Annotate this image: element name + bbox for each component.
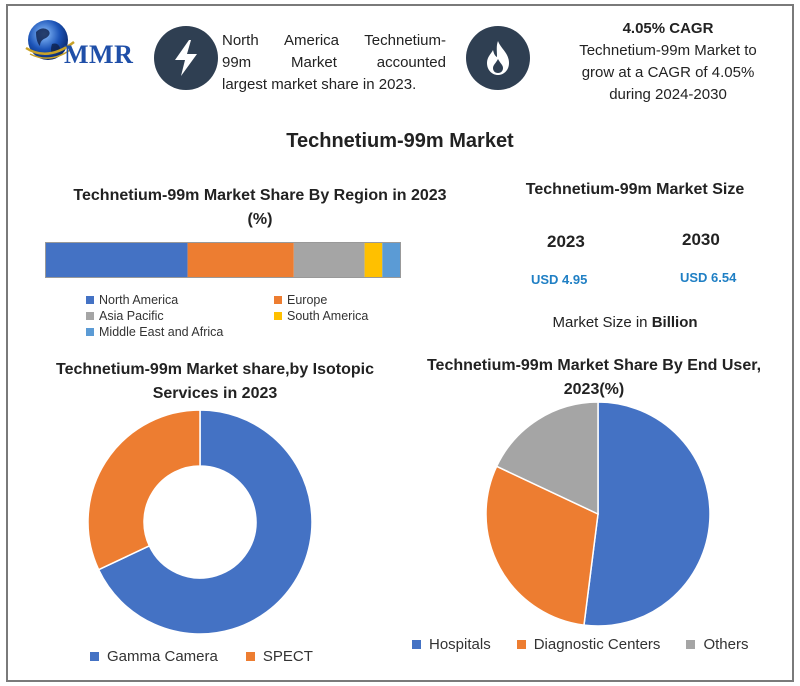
isotopic-chart-title: Technetium-99m Market share,by Isotopic … [55,361,374,402]
region-bar-segment-north-america [46,243,188,277]
region-legend-item-middle-east-and-africa: Middle East and Africa [86,324,223,340]
value-2030: USD 6.54 [680,270,737,285]
fact1-word: 99m [222,54,252,71]
isotopic-slice-spect [87,409,201,571]
fact2-line: grow at a CAGR of 4.05% [581,64,755,81]
globe-icon [25,20,75,60]
isotopic-legend: Gamma Camera SPECT [90,648,313,665]
legend-label: Middle East and Africa [99,325,224,339]
fact1-word: America [283,32,339,49]
year-2023-label: 2023 [547,232,585,251]
legend-label: Asia Pacific [99,309,164,323]
legend-swatch [245,652,255,661]
legend-label: SPECT [262,648,313,665]
end-user-slice-others [495,401,599,516]
logo-text: MMR [64,40,134,69]
region-bar-segment-south-america [364,243,383,277]
flame-icon [487,41,509,75]
legend-label: Europe [287,293,328,307]
market-size-note: Market Size in Billion [480,314,770,331]
legend-label: Hospitals [429,636,491,653]
region-stacked-bar [45,242,401,278]
size-note-unit: Billion [651,314,698,331]
lightning-icon [175,40,197,76]
legend-swatch [86,328,94,336]
isotopic-donut-chart [87,409,313,635]
region-legend-item-asia-pacific: Asia Pacific [86,308,164,324]
region-legend-item-europe: Europe [274,292,327,308]
fact1-line-1: North America Technetium- [222,30,446,52]
legend-label: Diagnostic Centers [533,636,661,653]
isotopic-legend-item-gamma-camera: Gamma Camera [90,648,218,665]
fact1-text: North America Technetium- 99m Market acc… [222,30,446,96]
fact1-word: Market [291,54,337,71]
end-user-slice-hospitals [583,401,711,627]
fact2-badge [466,26,530,90]
legend-label: Others [703,636,749,653]
end-user-legend-item-hospitals: Hospitals [412,636,491,653]
market-size-title: Technetium-99m Market Size [525,181,745,198]
legend-label: North America [99,293,179,307]
end-user-chart-title: Technetium-99m Market Share By End User,… [426,357,762,398]
region-bar-segment-asia-pacific [293,243,365,277]
legend-swatch [90,652,99,661]
fact2-text: 4.05% CAGR Technetium-99m Market to grow… [548,18,788,106]
end-user-slice-diagnostic-centers [485,465,599,626]
year-2030-label: 2030 [682,230,720,249]
isotopic-slice-gamma-camera [97,409,313,635]
infographic-frame [6,4,794,682]
legend-swatch [86,296,94,304]
fact1-line-2: 99m Market accounted [222,52,446,74]
end-user-legend: Hospitals Diagnostic Centers Others [412,636,748,653]
end-user-legend-item-others: Others [686,636,748,653]
legend-swatch [274,296,282,304]
end-user-legend-item-diagnostic-centers: Diagnostic Centers [516,636,661,653]
fact1-word: accounted [376,54,446,71]
legend-swatch [86,312,94,320]
legend-swatch [274,312,282,320]
region-legend-item-south-america: South America [274,308,368,324]
cagr-heading: 4.05% CAGR [622,20,714,37]
page-title: Technetium-99m Market [286,130,514,152]
region-chart-title: Technetium-99m Market Share By Region in… [73,187,447,228]
region-bar-segment-middle-east-and-africa [382,243,400,277]
legend-swatch [516,640,526,649]
legend-label: Gamma Camera [107,648,218,665]
legend-swatch [412,640,421,649]
fact1-line-3: largest market share in 2023. [222,76,417,93]
isotopic-legend-item-spect: SPECT [245,648,313,665]
legend-swatch [686,640,696,649]
fact1-badge [154,26,218,90]
fact2-line: during 2024-2030 [609,86,727,103]
fact1-word: Technetium- [364,32,446,49]
region-legend-item-north-america: North America [86,292,178,308]
value-2023: USD 4.95 [531,272,588,287]
fact1-word: North [222,32,259,49]
legend-label: South America [287,309,369,323]
fact2-line: Technetium-99m Market to [579,42,757,59]
end-user-pie-chart [485,401,711,627]
size-note-prefix: Market Size in [552,314,652,331]
region-bar-segment-europe [187,243,294,277]
